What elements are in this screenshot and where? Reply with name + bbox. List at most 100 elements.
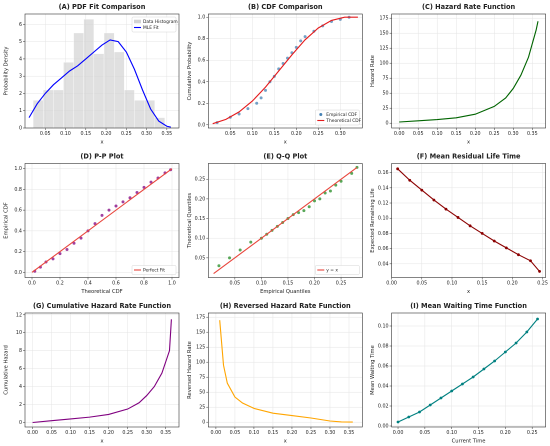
y-axis-label: Probability Density — [4, 47, 10, 96]
line-marker — [480, 232, 484, 235]
scatter-point — [303, 35, 307, 39]
x-tick-label: 0.15 — [477, 281, 488, 287]
legend-box — [131, 16, 177, 33]
plot-frame — [208, 13, 363, 129]
line-marker — [529, 259, 532, 263]
y-tick-label: 0.25 — [195, 177, 206, 183]
y-tick-label: 0.8 — [198, 36, 206, 42]
plot-frame — [208, 163, 363, 278]
y-axis-label: Hazard Rate — [370, 55, 376, 87]
x-tick-label: 0.20 — [101, 131, 112, 137]
scatter-point — [302, 209, 306, 213]
y-axis-label: Mean Waiting Time — [370, 345, 376, 395]
line-marker — [408, 178, 412, 182]
line-marker — [538, 270, 541, 273]
x-tick-label: 0.25 — [336, 281, 347, 287]
line — [28, 39, 172, 128]
x-axis-label: Current Time — [452, 439, 486, 445]
y-tick-label: 3 — [19, 74, 22, 80]
line-marker — [517, 253, 520, 257]
line-marker — [482, 367, 486, 371]
legend-swatch — [319, 113, 323, 116]
legend-box — [315, 265, 360, 275]
line-marker — [439, 396, 443, 400]
x-tick-label: 0.05 — [416, 281, 427, 287]
y-tick-label: 100 — [379, 61, 388, 67]
line-marker — [471, 375, 475, 379]
x-tick-label: 0.00 — [386, 281, 397, 287]
x-tick-label: 0.20 — [291, 131, 302, 137]
x-tick-label: 0.20 — [470, 131, 481, 137]
panel: (C) Hazard Rate Function x Hazard Rate 0.00… — [370, 3, 546, 146]
histogram-bar — [144, 100, 155, 129]
x-tick-label: 0.2 — [56, 281, 64, 287]
x-tick-label: 0.20 — [287, 430, 298, 436]
y-tick-label: 0 — [19, 126, 22, 132]
x-tick-label: 0.4 — [84, 281, 92, 287]
y-tick-label: 0.06 — [378, 364, 389, 370]
y-tick-label: 0.0 — [198, 122, 206, 128]
legend-box — [315, 109, 360, 126]
histogram-bar — [124, 89, 135, 129]
y-axis-label: Expected Remaining Life — [370, 188, 376, 252]
x-tick-label: 0.05 — [46, 430, 57, 436]
line-marker — [396, 420, 400, 424]
y-tick-label: 25 — [382, 106, 388, 112]
y-tick-label: 1.0 — [198, 15, 206, 21]
scatter-point — [128, 196, 132, 200]
y-axis-label: Reversed Hazard Rate — [187, 341, 193, 399]
scatter-point — [114, 204, 118, 208]
y-tick-label: 175 — [196, 315, 205, 321]
legend-box — [131, 265, 177, 275]
histogram-bar — [53, 89, 64, 129]
y-tick-label: 50 — [382, 91, 388, 97]
x-tick-label: 0.30 — [335, 131, 346, 137]
x-tick-label: 0.20 — [309, 281, 320, 287]
x-tick-label: 0.35 — [344, 430, 355, 436]
line — [32, 319, 172, 424]
y-tick-label: 0.02 — [378, 404, 389, 410]
x-tick-label: 0.35 — [527, 131, 538, 137]
x-tick-label: 0.10 — [249, 430, 260, 436]
y-axis-label: Cumulative Hazard — [4, 345, 10, 395]
x-tick-label: 1.0 — [168, 281, 176, 287]
panel: (D) P-P Plot Theoretical CDF Empirical CDF… — [4, 153, 180, 295]
y-tick-label: 0.2 — [14, 249, 22, 255]
y-tick-label: 125 — [196, 345, 205, 351]
x-tick-label: 0.6 — [112, 281, 120, 287]
y-tick-label: 0.4 — [14, 228, 22, 234]
panel-title: (D) P-P Plot — [80, 153, 123, 161]
x-tick-label: 0.25 — [122, 430, 133, 436]
line-marker — [468, 224, 472, 228]
x-tick-label: 0.10 — [256, 281, 267, 287]
histogram-bar — [114, 51, 125, 129]
y-tick-label: 0 — [202, 420, 205, 426]
x-tick-label: 0.05 — [413, 131, 424, 137]
x-axis-label: Empirical Quantiles — [260, 289, 311, 295]
x-axis-label: x — [284, 140, 287, 146]
y-tick-label: 12 — [16, 312, 22, 318]
histogram-bar — [32, 100, 44, 129]
line-marker — [396, 167, 400, 171]
panel-title: (F) Mean Residual Life Time — [417, 153, 521, 161]
plot-frame — [391, 312, 546, 428]
y-tick-label: 150 — [379, 31, 388, 37]
panel: (H) Reversed Hazard Rate Function x Revers… — [187, 302, 363, 445]
y-tick-label: 0.8 — [14, 187, 22, 193]
histogram-bar — [134, 100, 145, 129]
panel: (A) PDF Fit Comparison x Probability Densi… — [4, 3, 180, 146]
plot-frame — [24, 13, 180, 129]
y-tick-label: 0.6 — [198, 58, 206, 64]
y-tick-label: 0.00 — [378, 424, 389, 430]
y-tick-label: 0.08 — [378, 344, 389, 350]
x-tick-label: 0.20 — [500, 430, 511, 436]
y-axis-label: Empirical CDF — [4, 202, 10, 238]
legend-label: Data Histogram — [143, 19, 178, 25]
line — [397, 318, 538, 423]
line-marker — [461, 382, 464, 386]
x-tick-label: 0.20 — [103, 430, 114, 436]
line-marker — [514, 341, 518, 345]
y-tick-label: 6 — [19, 366, 22, 372]
panel-title: (E) Q-Q Plot — [263, 153, 307, 161]
